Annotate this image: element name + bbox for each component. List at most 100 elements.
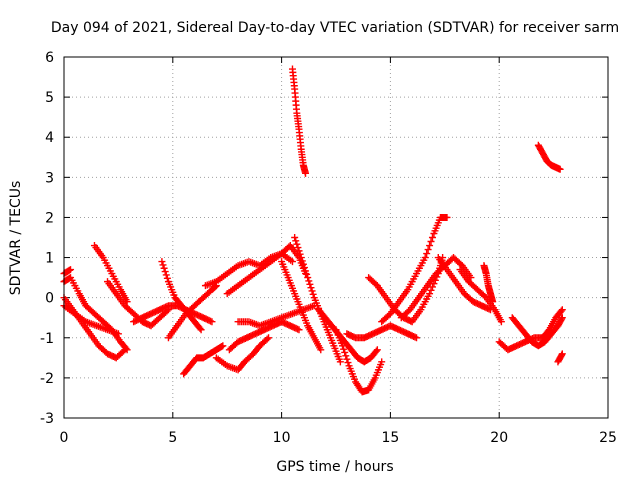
data-point bbox=[309, 290, 317, 298]
y-tick-label: 3 bbox=[45, 170, 54, 186]
data-point bbox=[292, 237, 300, 245]
data-point bbox=[265, 334, 273, 342]
y-tick-label: 0 bbox=[45, 291, 54, 307]
data-point bbox=[428, 283, 436, 291]
series-arc-v bbox=[365, 254, 447, 326]
series-arc-t bbox=[332, 326, 386, 396]
data-point bbox=[297, 254, 305, 262]
data-point bbox=[114, 330, 122, 338]
series-arc-i bbox=[164, 282, 220, 342]
series-arc-af bbox=[554, 350, 566, 366]
data-point bbox=[317, 346, 325, 354]
series-arc-y bbox=[434, 254, 494, 314]
y-tick-label: 5 bbox=[45, 90, 54, 106]
x-tick-label: 20 bbox=[490, 430, 508, 446]
data-point bbox=[421, 254, 429, 262]
data-point bbox=[295, 326, 303, 334]
series-arc-n bbox=[225, 318, 303, 354]
data-point bbox=[160, 264, 168, 272]
data-point bbox=[305, 277, 313, 285]
data-point bbox=[299, 260, 307, 268]
data-point bbox=[307, 284, 315, 292]
data-point bbox=[339, 342, 347, 350]
data-point bbox=[378, 358, 386, 366]
data-point bbox=[427, 286, 435, 294]
y-tick-label: 1 bbox=[45, 251, 54, 267]
x-tick-label: 10 bbox=[273, 430, 291, 446]
data-point bbox=[304, 274, 312, 282]
data-point bbox=[119, 347, 127, 355]
data-point bbox=[342, 352, 350, 360]
data-point bbox=[341, 348, 349, 356]
data-point bbox=[558, 306, 566, 314]
grid bbox=[64, 57, 608, 418]
series-arc-q bbox=[288, 65, 310, 177]
data-point bbox=[427, 238, 435, 246]
ticks: 0 5 10 15 20 25 -3 -2 -1 0 1 2 3 4 5 6 bbox=[40, 50, 617, 446]
series-arc-aa bbox=[480, 262, 497, 306]
data-point bbox=[302, 267, 310, 275]
data-point bbox=[424, 246, 432, 254]
data-point bbox=[558, 315, 566, 323]
data-point bbox=[121, 346, 129, 354]
data-points bbox=[60, 65, 566, 396]
data-point bbox=[296, 250, 304, 258]
data-point bbox=[208, 318, 216, 326]
series-arc-ae bbox=[539, 306, 566, 342]
data-point bbox=[557, 307, 565, 315]
data-point bbox=[373, 346, 381, 354]
data-point bbox=[556, 165, 564, 173]
data-point bbox=[159, 261, 167, 269]
x-tick-label: 25 bbox=[599, 430, 617, 446]
y-tick-label: 6 bbox=[45, 50, 54, 66]
data-point bbox=[489, 298, 497, 306]
data-point bbox=[426, 242, 434, 250]
y-tick-label: -3 bbox=[40, 411, 54, 427]
x-tick-label: 15 bbox=[381, 430, 399, 446]
data-point bbox=[344, 359, 352, 367]
data-point bbox=[558, 350, 566, 358]
series-arc-e bbox=[90, 242, 131, 306]
data-point bbox=[294, 244, 302, 252]
y-tick-label: 4 bbox=[45, 130, 54, 146]
data-point bbox=[343, 355, 351, 363]
series-arc-d bbox=[60, 266, 75, 278]
data-point bbox=[291, 234, 299, 241]
data-point bbox=[300, 264, 308, 272]
series-arc-p bbox=[278, 258, 325, 354]
data-point bbox=[288, 258, 296, 266]
data-point bbox=[196, 324, 204, 332]
data-point bbox=[372, 347, 380, 355]
series-arc-m bbox=[212, 334, 273, 374]
series-arc-u bbox=[343, 322, 421, 342]
series-arc-j bbox=[180, 342, 227, 378]
data-point bbox=[197, 326, 205, 334]
data-point bbox=[293, 240, 301, 248]
data-point bbox=[336, 358, 344, 366]
series-arc-a bbox=[60, 274, 131, 354]
data-point bbox=[158, 258, 166, 266]
data-point bbox=[426, 290, 434, 298]
data-point bbox=[161, 268, 169, 276]
data-point bbox=[428, 234, 436, 241]
x-tick-label: 0 bbox=[60, 430, 69, 446]
y-tick-label: -1 bbox=[40, 331, 54, 347]
x-tick-label: 5 bbox=[168, 430, 177, 446]
data-point bbox=[423, 250, 431, 258]
chart-title: Day 094 of 2021, Sidereal Day-to-day VTE… bbox=[51, 20, 619, 36]
data-point bbox=[340, 345, 348, 353]
series-arc-z bbox=[456, 266, 505, 326]
data-point bbox=[162, 271, 170, 279]
data-point bbox=[308, 287, 316, 295]
data-point bbox=[298, 257, 306, 265]
data-point bbox=[263, 335, 271, 343]
data-point bbox=[295, 247, 303, 255]
series-arc-w bbox=[378, 213, 451, 326]
data-point bbox=[302, 169, 310, 177]
plot-frame bbox=[63, 56, 609, 419]
series-arc-ad bbox=[534, 141, 564, 173]
data-point bbox=[558, 351, 566, 359]
x-axis-label: GPS time / hours bbox=[276, 459, 393, 475]
data-point bbox=[303, 270, 311, 278]
